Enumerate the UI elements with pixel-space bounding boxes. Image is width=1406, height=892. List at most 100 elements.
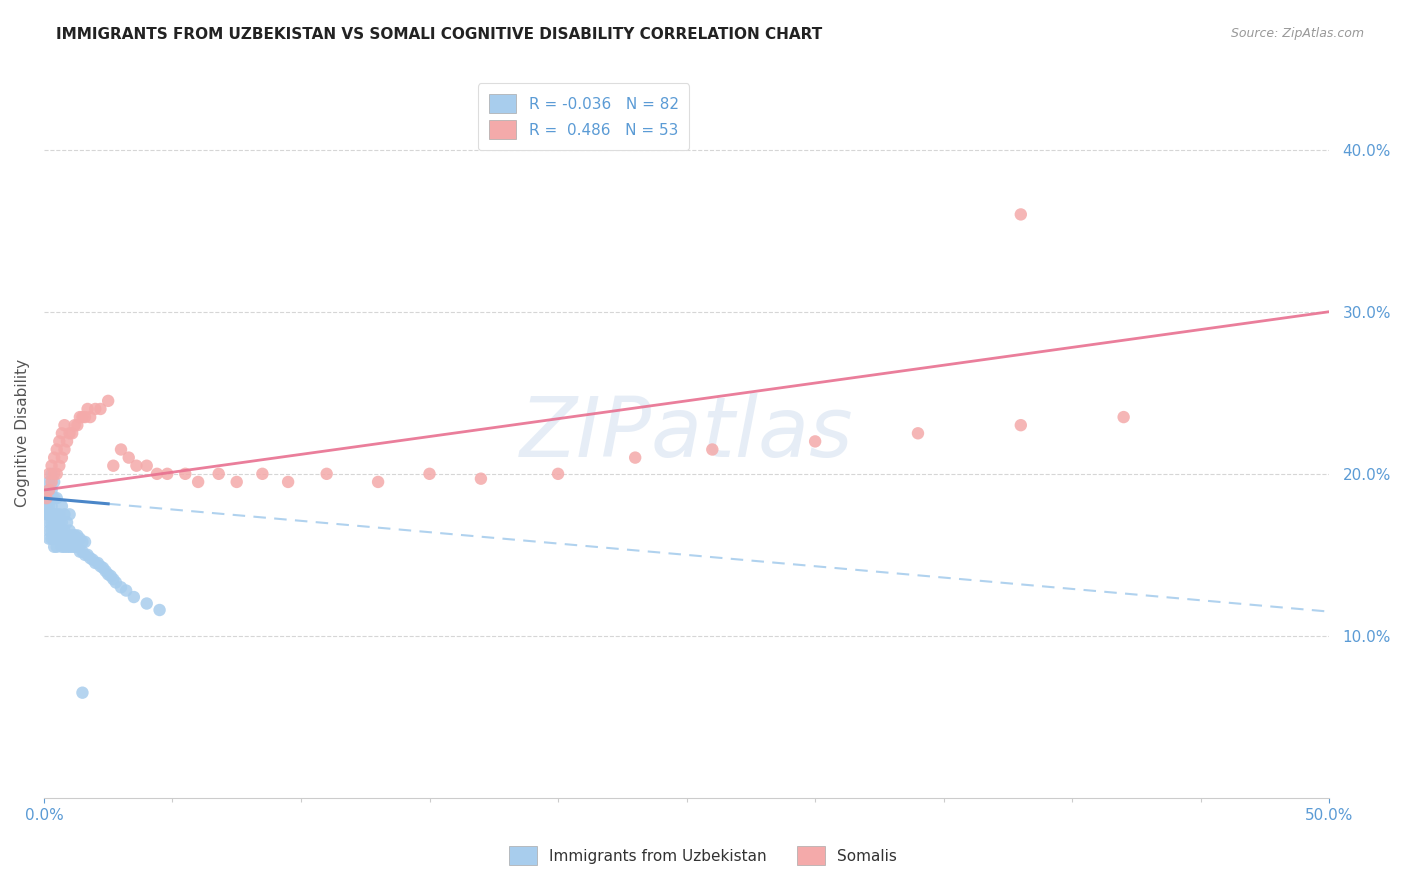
Point [45, 442, 67, 457]
Point [59, 426, 82, 441]
Point [103, 458, 125, 473]
Point [72, 544, 94, 558]
Point [470, 472, 492, 486]
Point [38, 516, 60, 530]
Point [38, 508, 60, 522]
Legend: R = -0.036   N = 82, R =  0.486   N = 53: R = -0.036 N = 82, R = 0.486 N = 53 [478, 84, 689, 150]
Point [156, 467, 179, 481]
Point [44, 524, 66, 538]
Point [44, 508, 66, 522]
Point [94, 564, 117, 578]
Point [45, 524, 67, 538]
Point [59, 524, 82, 538]
Point [48, 434, 70, 449]
Point [118, 450, 141, 465]
Point [208, 467, 231, 481]
Point [45, 508, 67, 522]
Point [60, 528, 83, 542]
Point [104, 575, 127, 590]
Text: IMMIGRANTS FROM UZBEKISTAN VS SOMALI COGNITIVE DISABILITY CORRELATION CHART: IMMIGRANTS FROM UZBEKISTAN VS SOMALI COG… [56, 27, 823, 42]
Point [51, 516, 73, 530]
Point [53, 508, 76, 522]
Point [41, 491, 63, 505]
Point [51, 450, 73, 465]
Point [252, 467, 274, 481]
Point [907, 426, 929, 441]
Point [146, 467, 169, 481]
Point [44, 540, 66, 554]
Point [45, 532, 67, 546]
Point [547, 467, 569, 481]
Point [51, 532, 73, 546]
Point [35, 491, 58, 505]
Point [87, 556, 110, 570]
Point [63, 418, 86, 433]
Point [63, 540, 86, 554]
Point [135, 597, 157, 611]
Point [91, 561, 114, 575]
Point [38, 467, 60, 481]
Point [53, 540, 76, 554]
Point [277, 475, 299, 489]
Point [38, 475, 60, 489]
Point [69, 544, 91, 558]
Point [148, 603, 170, 617]
Point [56, 516, 79, 530]
Point [44, 516, 66, 530]
Point [702, 442, 724, 457]
Point [367, 475, 389, 489]
Point [48, 524, 70, 538]
Point [63, 528, 86, 542]
Point [38, 483, 60, 497]
Point [110, 442, 132, 457]
Point [35, 491, 58, 505]
Point [44, 532, 66, 546]
Point [35, 500, 58, 514]
Point [103, 572, 125, 586]
Point [84, 556, 107, 570]
Point [60, 540, 83, 554]
Point [69, 532, 91, 546]
Point [51, 524, 73, 538]
Point [1112, 410, 1135, 425]
Point [66, 540, 89, 554]
Point [418, 467, 440, 481]
Text: Source: ZipAtlas.com: Source: ZipAtlas.com [1230, 27, 1364, 40]
Point [59, 532, 82, 546]
Y-axis label: Cognitive Disability: Cognitive Disability [15, 359, 30, 508]
Point [45, 491, 67, 505]
Point [1010, 418, 1032, 433]
Point [1010, 207, 1032, 221]
Text: ZIPatlas: ZIPatlas [520, 392, 853, 474]
Point [56, 434, 79, 449]
Point [41, 483, 63, 497]
Point [79, 551, 101, 566]
Point [79, 410, 101, 425]
Point [45, 516, 67, 530]
Point [84, 401, 107, 416]
Point [44, 450, 66, 465]
Point [41, 475, 63, 489]
Point [110, 580, 132, 594]
Point [38, 532, 60, 546]
Point [76, 548, 98, 562]
Point [51, 426, 73, 441]
Point [115, 583, 138, 598]
Point [60, 426, 83, 441]
Point [48, 532, 70, 546]
Point [100, 569, 122, 583]
Point [135, 458, 157, 473]
Point [73, 410, 96, 425]
Point [38, 491, 60, 505]
Point [45, 467, 67, 481]
Point [56, 540, 79, 554]
Point [89, 559, 111, 574]
Point [187, 475, 209, 489]
Legend: Immigrants from Uzbekistan, Somalis: Immigrants from Uzbekistan, Somalis [503, 840, 903, 871]
Point [53, 442, 76, 457]
Point [38, 500, 60, 514]
Point [53, 532, 76, 546]
Point [45, 540, 67, 554]
Point [44, 467, 66, 481]
Point [41, 500, 63, 514]
